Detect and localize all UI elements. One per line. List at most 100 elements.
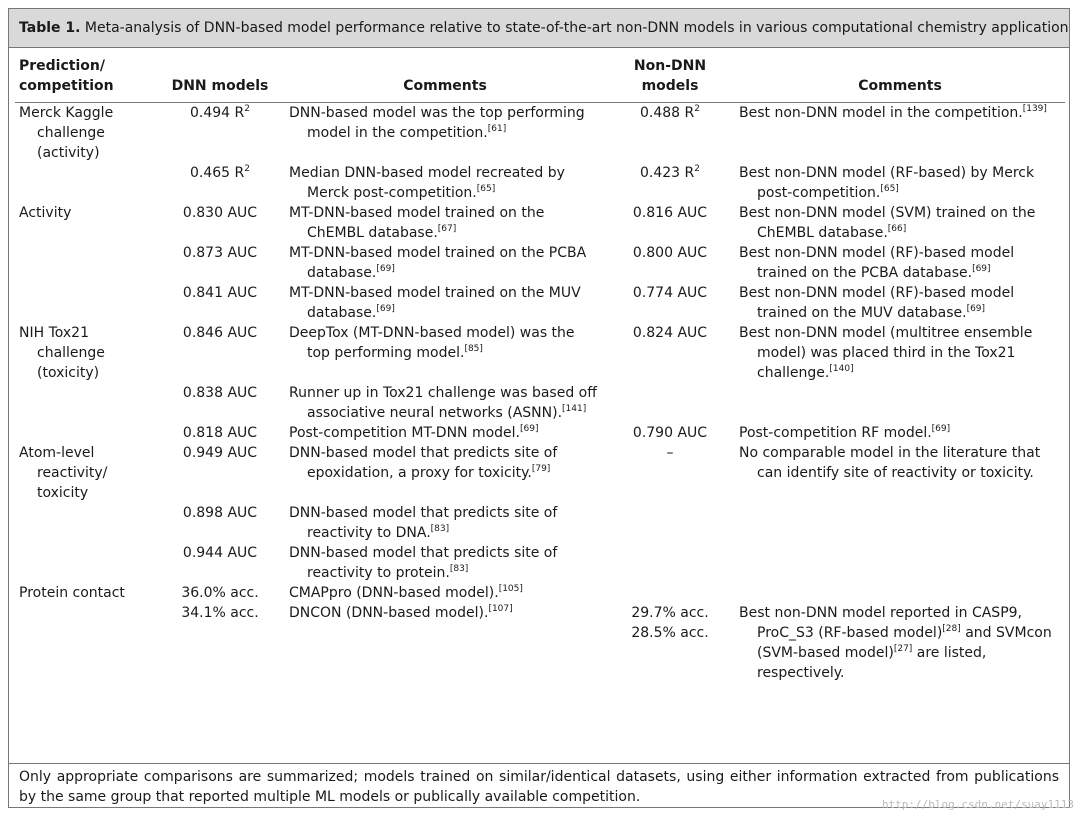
watermark: http://blog.csdn.net/suay1113: [881, 798, 1074, 811]
table-cell: 0.873 AUC: [155, 243, 285, 283]
table-cell: 0.949 AUC: [155, 443, 285, 503]
table-cell: 29.7% acc. 28.5% acc.: [605, 603, 735, 683]
table-cell: No comparable model in the literature th…: [735, 443, 1065, 503]
table-cell: Protein contact: [19, 585, 125, 601]
cell-text: MT-DNN-based model trained on the PCBA d…: [289, 245, 587, 281]
cell-text: 0.494 R: [190, 105, 245, 121]
table-cell: [15, 243, 155, 283]
table-cell: Best non-DNN model (multitree ensemble m…: [735, 323, 1065, 383]
table-cell: [605, 383, 735, 423]
cell-text: DNCON (DNN-based model).: [289, 605, 489, 621]
table: Prediction/ competition DNN models Comment…: [15, 48, 1065, 683]
table-cell: [735, 543, 1065, 583]
table-row: 0.898 AUC DNN-based model that predicts s…: [15, 503, 1065, 543]
superscript: 2: [694, 164, 700, 174]
table-cell: [15, 283, 155, 323]
table-cell: [15, 163, 155, 203]
table-row: Merck Kaggle challenge (activity) 0.494 R…: [15, 103, 1065, 164]
table-cell: DNN-based model was the top performing m…: [285, 103, 605, 164]
column-header: Prediction/ competition: [15, 48, 155, 103]
table-cell: Median DNN-based model recreated by Merc…: [285, 163, 605, 203]
table-cell: DNN-based model that predicts site of re…: [285, 543, 605, 583]
cell-text: 0.818 AUC: [182, 425, 258, 441]
cell-text: Best non-DNN model (RF-based) by Merck p…: [739, 165, 1035, 201]
table-row: NIH Tox21 challenge (toxicity) 0.846 AUC D…: [15, 323, 1065, 383]
table-cell: 0.800 AUC: [605, 243, 735, 283]
table-cell: Activity: [19, 205, 72, 221]
table-cell: MT-DNN-based model trained on the PCBA d…: [285, 243, 605, 283]
cell-text: 0.790 AUC: [632, 425, 708, 441]
table-row: 0.465 R2 Median DNN-based model recreated…: [15, 163, 1065, 203]
table-cell: Best non-DNN model (RF)-based model trai…: [735, 283, 1065, 323]
cell-text: 0.838 AUC: [182, 385, 258, 401]
superscript: [66]: [887, 224, 907, 234]
cell-text: DNN-based model that predicts site of re…: [289, 505, 558, 541]
cell-text: 0.949 AUC: [182, 445, 258, 461]
superscript: [79]: [531, 464, 551, 474]
cell-text: Runner up in Tox21 challenge was based o…: [289, 385, 597, 421]
table-row: 0.873 AUC MT-DNN-based model trained on t…: [15, 243, 1065, 283]
table-cell: DeepTox (MT-DNN-based model) was the top…: [285, 323, 605, 383]
superscript: 2: [694, 104, 700, 114]
table-cell: Best non-DNN model reported in CASP9, Pr…: [735, 603, 1065, 683]
cell-text: 0.841 AUC: [182, 285, 258, 301]
cell-text: CMAPpro (DNN-based model).: [289, 585, 499, 601]
superscript: [83]: [449, 564, 469, 574]
cell-text: MT-DNN-based model trained on the MUV da…: [289, 285, 581, 321]
superscript: [140]: [829, 364, 854, 374]
table-cell: [605, 503, 735, 543]
superscript: [107]: [488, 604, 513, 614]
table-cell: 0.846 AUC: [155, 323, 285, 383]
superscript: [69]: [966, 304, 986, 314]
cell-text: and SVMcon (SVM-based model): [757, 625, 1052, 661]
column-header: Comments: [735, 48, 1065, 103]
cell-text: 0.898 AUC: [182, 505, 258, 521]
cell-text: 0.488 R: [640, 105, 695, 121]
superscript: 2: [244, 164, 250, 174]
table-cell: 0.790 AUC: [605, 423, 735, 443]
table-cell: [605, 583, 735, 603]
table-cell: Runner up in Tox21 challenge was based o…: [285, 383, 605, 423]
cell-text: MT-DNN-based model trained on the ChEMBL…: [289, 205, 545, 241]
table-cell: 0.774 AUC: [605, 283, 735, 323]
table-row: 34.1% acc. DNCON (DNN-based model).[107] 2…: [15, 603, 1065, 683]
table-cell: 34.1% acc.: [155, 603, 285, 683]
table-cell: 0.830 AUC: [155, 203, 285, 243]
cell-text: 0.944 AUC: [182, 545, 258, 561]
superscript: [69]: [931, 424, 951, 434]
superscript: [69]: [972, 264, 991, 274]
cell-text: Median DNN-based model recreated by Merc…: [289, 165, 565, 201]
table-cell: CMAPpro (DNN-based model).[105]: [285, 583, 605, 603]
table-cell: Best non-DNN model (SVM) trained on the …: [735, 203, 1065, 243]
superscript: [67]: [437, 224, 457, 234]
cell-text: Post-competition RF model.: [739, 425, 932, 441]
cell-text: Best non-DNN model (SVM) trained on the …: [739, 205, 1036, 241]
table-cell: Post-competition RF model.[69]: [735, 423, 1065, 443]
table-row: 0.841 AUC MT-DNN-based model trained on t…: [15, 283, 1065, 323]
cell-text: Best non-DNN model in the competition.: [739, 105, 1023, 121]
cell-text: 0.824 AUC: [632, 325, 708, 341]
cell-text: Best non-DNN model (RF)-based model trai…: [739, 245, 1015, 281]
table-cell: [605, 543, 735, 583]
table-row: 0.818 AUC Post-competition MT-DNN model. […: [15, 423, 1065, 443]
table-cell: [735, 583, 1065, 603]
cell-text: DNN-based model was the top performing m…: [289, 105, 585, 141]
superscript: [69]: [376, 304, 395, 314]
table-cell: [15, 603, 155, 683]
cell-text: 0.873 AUC: [182, 245, 258, 261]
table-cell: Best non-DNN model in the competition.[1…: [735, 103, 1065, 164]
cell-text: Post-competition MT-DNN model.: [289, 425, 521, 441]
superscript: [139]: [1022, 104, 1047, 114]
cell-text: 34.1% acc.: [181, 605, 259, 621]
cell-text: 0.830 AUC: [182, 205, 258, 221]
table-cell: 0.423 R2: [605, 163, 735, 203]
table-cell: Best non-DNN model (RF)-based model trai…: [735, 243, 1065, 283]
cell-text: Best non-DNN model (RF)-based model trai…: [739, 285, 1015, 321]
table-cell: Merck Kaggle challenge (activity): [19, 105, 114, 161]
superscript: [27]: [893, 644, 913, 654]
caption-text: Meta-analysis of DNN-based model perform…: [84, 20, 1069, 36]
table-cell: DNCON (DNN-based model).[107]: [285, 603, 605, 683]
table-cell: [735, 383, 1065, 423]
column-header: Non-DNN models: [605, 48, 735, 103]
